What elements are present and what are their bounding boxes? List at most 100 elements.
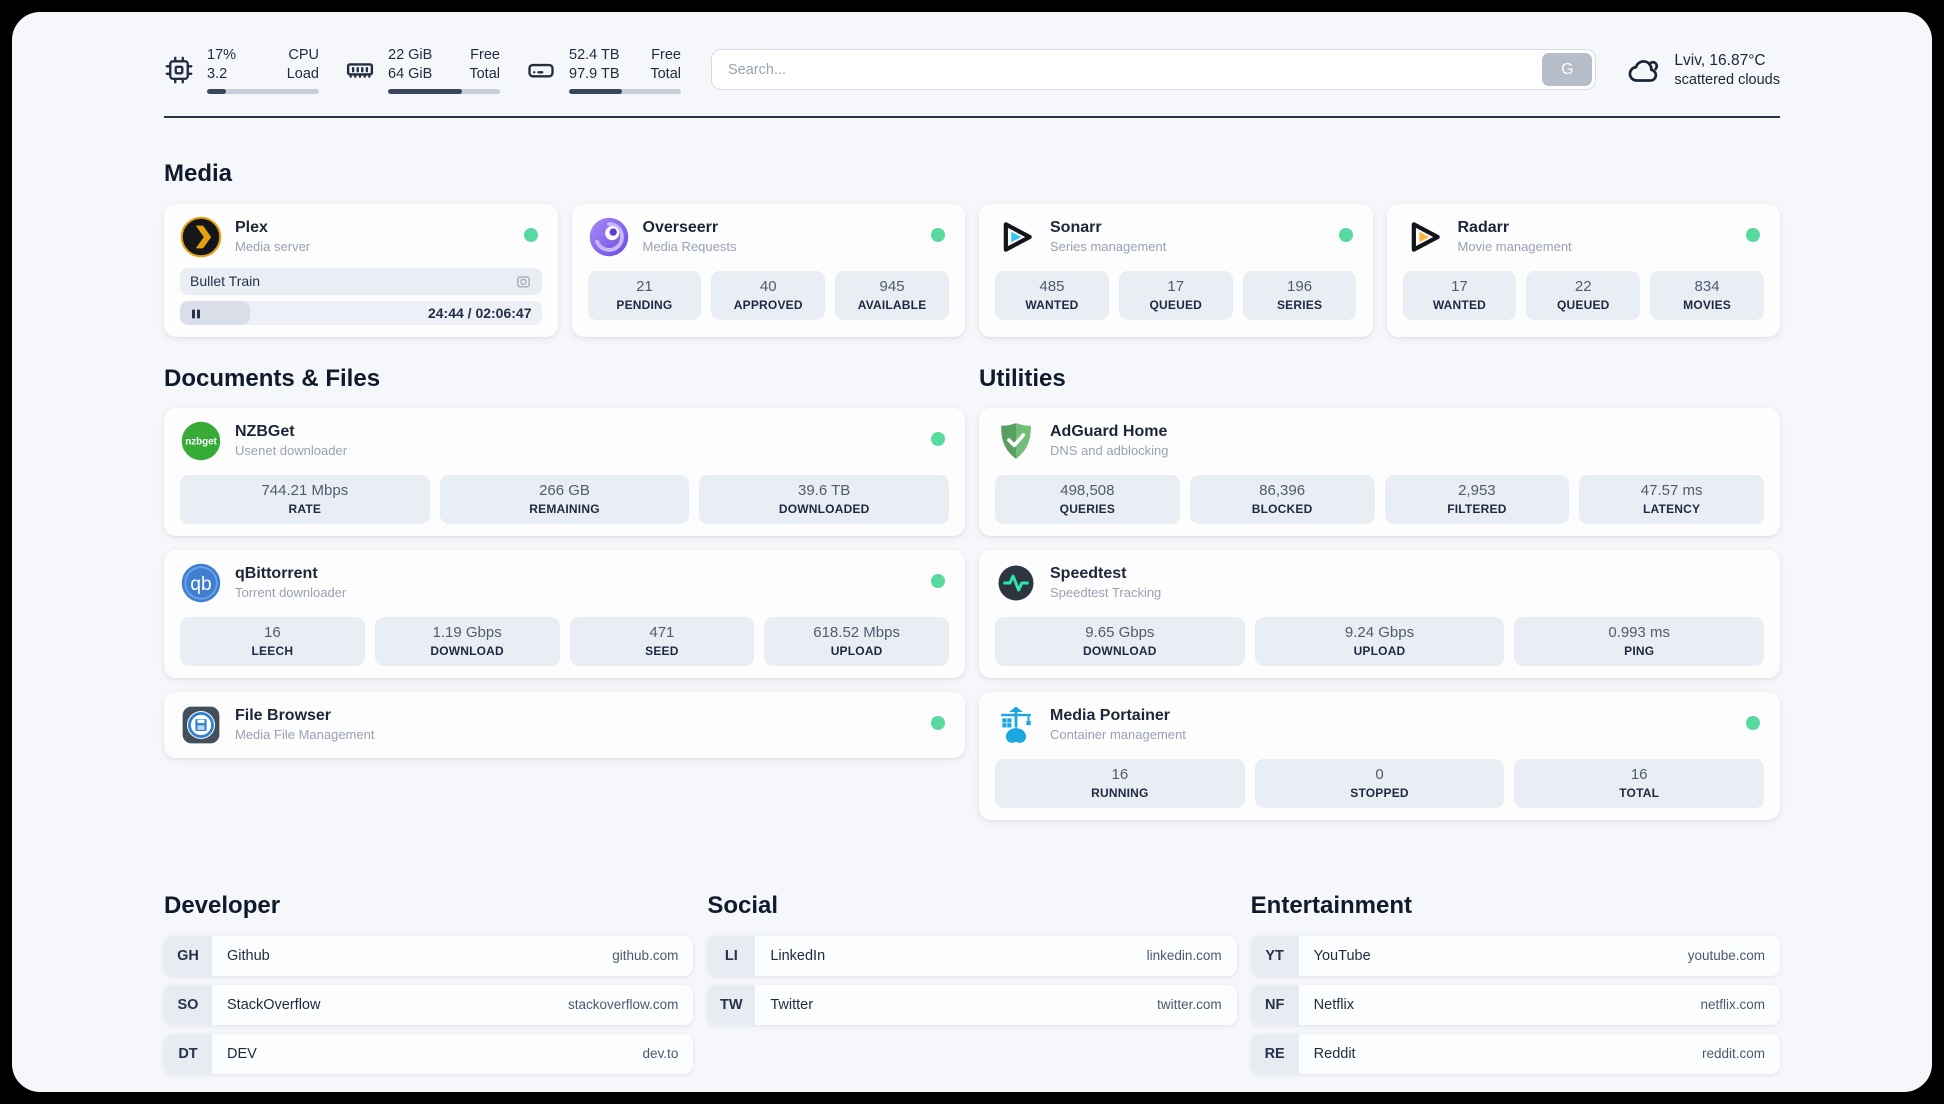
stat-value: 744.21 Mbps — [261, 481, 349, 499]
portainer-icon — [995, 704, 1037, 746]
search-engine-button[interactable]: G — [1542, 53, 1593, 87]
cpu-value: 17% — [207, 47, 237, 63]
stat-label: WANTED — [1432, 297, 1487, 312]
storage-free-value: 52.4 TB — [569, 47, 620, 63]
stat-tile: 16 RUNNING — [995, 758, 1245, 808]
section-title-developer: Developer — [164, 891, 281, 919]
nzbget-icon: nzbget — [180, 420, 222, 462]
app-card-nzbget[interactable]: nzbget NZBGet Usenet downloader 744.21 M… — [164, 407, 965, 536]
bookmark-github[interactable]: GH Github github.com — [164, 935, 694, 976]
stat-tile: 498,508 QUERIES — [995, 474, 1180, 524]
stat-value: 16 — [1111, 765, 1129, 783]
bookmark-abbr: NF — [1250, 984, 1299, 1025]
bookmark-reddit[interactable]: RE Reddit reddit.com — [1250, 1033, 1780, 1074]
status-dot — [523, 227, 538, 242]
bookmark-url: linkedin.com — [1146, 948, 1222, 964]
header: 17% CPU 3.2 Load 22 — [164, 46, 1780, 94]
search-bar: G — [711, 49, 1597, 91]
cpu-load-label: Load — [286, 65, 319, 82]
playback-time: 24:44 / 02:06:47 — [427, 304, 532, 321]
storage-progress — [569, 88, 681, 94]
bookmark-name: Netflix — [1313, 996, 1354, 1013]
stat-tile: 40 APPROVED — [711, 270, 826, 320]
stat-value: 266 GB — [539, 481, 590, 499]
now-playing-bar: Bullet Train — [180, 267, 542, 295]
stat-value: 17 — [1167, 277, 1185, 295]
app-card-overseerr[interactable]: Overseerr Media Requests 21 PENDING 40 APP… — [571, 203, 965, 337]
stat-label: QUEUED — [1556, 297, 1610, 312]
stat-value: 9.65 Gbps — [1085, 623, 1155, 641]
cpu-progress — [207, 88, 319, 94]
app-card-portainer[interactable]: Media Portainer Container management 16 R… — [979, 691, 1780, 820]
app-card-sonarr[interactable]: Sonarr Series management 485 WANTED 17 QUE… — [979, 203, 1373, 337]
bookmark-youtube[interactable]: YT YouTube youtube.com — [1250, 935, 1780, 976]
bookmark-linkedin[interactable]: LI LinkedIn linkedin.com — [707, 935, 1237, 976]
pause-icon[interactable] — [190, 307, 202, 319]
app-subtitle: Container management — [1050, 727, 1186, 743]
stat-value: 471 — [649, 623, 675, 641]
stat-value: 498,508 — [1060, 481, 1115, 499]
app-name: AdGuard Home — [1050, 423, 1168, 441]
stat-label: LEECH — [251, 643, 294, 658]
storage-icon — [526, 55, 556, 85]
app-card-filebrowser[interactable]: File Browser Media File Management — [164, 691, 965, 758]
app-card-plex[interactable]: Plex Media server Bullet Train — [164, 203, 558, 337]
app-card-qbittorrent[interactable]: qb qBittorrent Torrent downloader 16 LEEC… — [164, 549, 965, 678]
stat-label: PING — [1624, 643, 1655, 658]
app-subtitle: Media File Management — [235, 727, 375, 743]
bookmark-dev[interactable]: DT DEV dev.to — [164, 1033, 694, 1074]
svg-text:nzbget: nzbget — [185, 436, 217, 447]
search-input[interactable] — [711, 49, 1597, 91]
filebrowser-icon — [180, 704, 222, 746]
bookmark-abbr: LI — [707, 935, 756, 976]
memory-free-label: Free — [470, 47, 500, 63]
stat-label: STOPPED — [1350, 785, 1409, 800]
bookmark-netflix[interactable]: NF Netflix netflix.com — [1250, 984, 1780, 1025]
bookmark-name: DEV — [227, 1045, 257, 1062]
app-name: Sonarr — [1050, 219, 1102, 237]
stat-tile: 39.6 TB DOWNLOADED — [699, 474, 950, 524]
status-dot — [931, 227, 945, 242]
stat-tile: 471 SEED — [569, 616, 755, 666]
stat-value: 47.57 ms — [1640, 481, 1703, 499]
stat-tile: 2,953 FILTERED — [1384, 474, 1570, 524]
svg-text:qb: qb — [190, 574, 211, 595]
stat-tile: 16 LEECH — [180, 616, 365, 666]
memory-icon — [345, 55, 375, 85]
bookmark-twitter[interactable]: TW Twitter twitter.com — [707, 984, 1237, 1025]
bookmark-stackoverflow[interactable]: SO StackOverflow stackoverflow.com — [164, 984, 694, 1025]
stat-value: 22 — [1574, 277, 1592, 295]
stat-tile: 744.21 Mbps RATE — [180, 474, 430, 524]
camera-icon[interactable] — [515, 273, 532, 290]
stat-label: MOVIES — [1683, 297, 1732, 312]
app-name: Plex — [235, 219, 268, 237]
overseerr-icon — [588, 216, 630, 258]
status-dot — [931, 573, 945, 588]
section-title-media: Media — [164, 159, 233, 187]
stat-label: DOWNLOAD — [430, 643, 504, 658]
app-card-adguard[interactable]: AdGuard Home DNS and adblocking 498,508 Q… — [979, 407, 1780, 536]
stat-value: 16 — [264, 623, 281, 641]
radarr-icon — [1403, 216, 1445, 258]
system-stats: 17% CPU 3.2 Load 22 — [164, 46, 681, 94]
weather-widget[interactable]: Lviv, 16.87°C scattered clouds — [1626, 52, 1780, 88]
memory-progress — [388, 88, 500, 94]
storage-total-label: Total — [650, 65, 681, 82]
app-subtitle: DNS and adblocking — [1050, 443, 1169, 459]
app-card-speedtest[interactable]: Speedtest Speedtest Tracking 9.65 Gbps DO… — [979, 549, 1780, 678]
stat-tile: 9.65 Gbps DOWNLOAD — [995, 616, 1245, 666]
stat-label: APPROVED — [733, 297, 803, 312]
bookmark-url: stackoverflow.com — [568, 997, 679, 1013]
playback-progress[interactable]: 24:44 / 02:06:47 — [180, 300, 542, 325]
sonarr-icon — [995, 216, 1037, 258]
stat-tile: 945 AVAILABLE — [835, 270, 949, 320]
stat-tile: 17 QUEUED — [1118, 270, 1233, 320]
stat-value: 2,953 — [1458, 481, 1496, 499]
stat-label: TOTAL — [1619, 785, 1660, 800]
app-card-radarr[interactable]: Radarr Movie management 17 WANTED 22 QUEUE… — [1386, 203, 1780, 337]
stat-value: 485 — [1039, 277, 1065, 295]
bookmark-url: dev.to — [642, 1046, 679, 1062]
stat-label: UPLOAD — [1353, 643, 1406, 658]
stat-label: UPLOAD — [830, 643, 883, 658]
app-name: Media Portainer — [1050, 707, 1171, 725]
